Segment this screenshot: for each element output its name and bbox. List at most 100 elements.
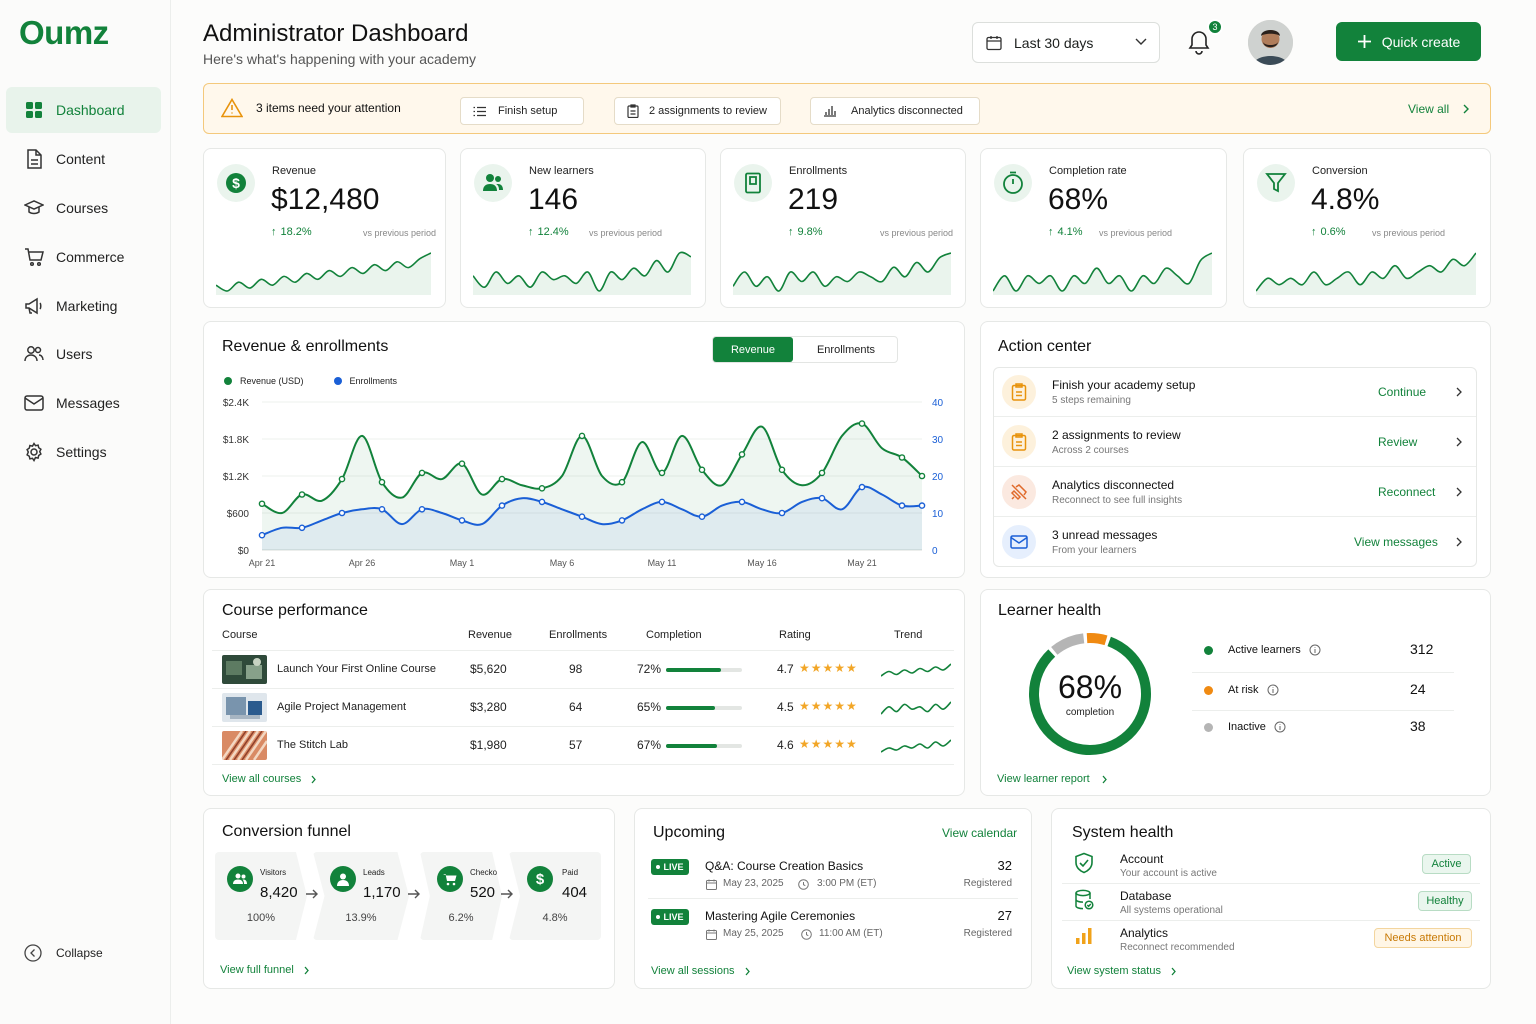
data-point[interactable] xyxy=(458,517,466,524)
quick-create-button[interactable]: Quick create xyxy=(1336,22,1481,61)
data-point[interactable] xyxy=(298,491,306,498)
data-point[interactable] xyxy=(338,509,346,517)
col-header-rating[interactable]: Rating xyxy=(779,629,811,641)
data-point[interactable] xyxy=(418,469,426,477)
data-point[interactable] xyxy=(858,420,866,427)
table-row[interactable]: Launch Your First Online Course $5,620 98 7… xyxy=(212,654,954,690)
session-title[interactable]: Mastering Agile Ceremonies xyxy=(705,909,856,923)
data-point[interactable] xyxy=(298,524,306,532)
info-icon[interactable] xyxy=(1274,721,1286,733)
sidebar-item-content[interactable]: Content xyxy=(6,136,161,182)
chip-analytics[interactable]: Analytics disconnected xyxy=(810,97,980,125)
donut-segment[interactable] xyxy=(1051,633,1085,655)
kpi-card[interactable]: Completion rate 68% ↑ 4.1% vs previous perio… xyxy=(980,148,1227,308)
course-name[interactable]: Agile Project Management xyxy=(277,701,407,713)
data-point[interactable] xyxy=(338,475,346,483)
data-point[interactable] xyxy=(658,469,666,477)
data-point[interactable] xyxy=(698,513,706,520)
data-point[interactable] xyxy=(378,478,386,486)
view-full-funnel-link[interactable]: View full funnel xyxy=(220,964,309,976)
data-point[interactable] xyxy=(778,466,786,474)
data-point[interactable] xyxy=(858,483,866,491)
data-point[interactable] xyxy=(618,517,626,524)
kpi-card[interactable]: Enrollments 219 ↑ 9.8% vs previous period xyxy=(720,148,966,308)
action-item[interactable]: Analytics disconnected Reconnect to see f… xyxy=(994,467,1476,517)
system-health-row[interactable]: Database All systems operational Healthy xyxy=(1062,885,1480,921)
view-calendar-link[interactable]: View calendar xyxy=(942,826,1018,840)
session-title[interactable]: Q&A: Course Creation Basics xyxy=(705,859,864,873)
kpi-card[interactable]: Conversion 4.8% ↑ 0.6% vs previous period xyxy=(1243,148,1491,308)
date-range-select[interactable]: Last 30 days xyxy=(972,22,1160,63)
action-link[interactable]: Reconnect xyxy=(1378,485,1436,499)
donut-segment[interactable] xyxy=(1029,636,1151,755)
data-point[interactable] xyxy=(258,500,266,508)
col-header-revenue[interactable]: Revenue xyxy=(468,629,513,641)
data-point[interactable] xyxy=(498,475,506,483)
sidebar-item-users[interactable]: Users xyxy=(6,331,161,377)
data-point[interactable] xyxy=(418,505,426,513)
data-point[interactable] xyxy=(818,494,826,502)
sidebar-item-messages[interactable]: Messages xyxy=(6,380,161,426)
session-item[interactable]: LIVE Mastering Agile Ceremonies May 25, 20… xyxy=(648,905,1018,947)
action-item[interactable]: Finish your academy setup 5 steps remaini… xyxy=(994,367,1476,417)
data-point[interactable] xyxy=(498,502,506,509)
data-point[interactable] xyxy=(538,498,546,506)
funnel-step[interactable]: Checkout 520 6.2% xyxy=(420,852,502,940)
funnel-step[interactable]: Visitors 8,420 100% xyxy=(215,852,307,940)
col-header-course[interactable]: Course xyxy=(222,629,258,641)
data-point[interactable] xyxy=(378,505,386,513)
sidebar-item-marketing[interactable]: Marketing xyxy=(6,283,161,329)
table-row[interactable]: The Stitch Lab $1,980 57 67% 4.6 ★★★★★ xyxy=(212,730,954,766)
course-name[interactable]: The Stitch Lab xyxy=(277,739,348,751)
data-point[interactable] xyxy=(458,460,466,467)
sidebar-item-settings[interactable]: Settings xyxy=(6,429,161,475)
sidebar-item-dashboard[interactable]: Dashboard xyxy=(6,87,161,133)
toggle-enrollments[interactable]: Enrollments xyxy=(816,343,876,356)
data-point[interactable] xyxy=(818,469,826,477)
data-point[interactable] xyxy=(618,478,626,486)
col-header-completion[interactable]: Completion xyxy=(646,629,702,641)
data-point[interactable] xyxy=(778,509,786,517)
table-row[interactable]: Agile Project Management $3,280 64 65% 4.5 ★★… xyxy=(212,692,954,728)
data-point[interactable] xyxy=(698,466,706,474)
data-point[interactable] xyxy=(918,472,926,480)
info-icon[interactable] xyxy=(1309,644,1321,656)
kpi-card[interactable]: New learners 146 ↑ 12.4% vs previous period xyxy=(460,148,706,308)
action-link[interactable]: Review xyxy=(1378,435,1418,449)
funnel-step[interactable]: $ Paid 404 4.8% xyxy=(509,852,601,940)
kpi-card[interactable]: $ Revenue $12,480 ↑ 18.2% vs previous period xyxy=(203,148,446,308)
data-point[interactable] xyxy=(738,498,746,506)
donut-segment[interactable] xyxy=(1086,633,1108,646)
session-item[interactable]: LIVE Q&A: Course Creation Basics May 23, 2… xyxy=(648,855,1018,897)
view-system-status-link[interactable]: View system status xyxy=(1067,965,1176,977)
avatar[interactable] xyxy=(1248,20,1293,65)
action-item[interactable]: 3 unread messages From your learners View … xyxy=(994,517,1476,567)
data-point[interactable] xyxy=(898,502,906,509)
logo[interactable]: Oumz xyxy=(19,14,109,51)
data-point[interactable] xyxy=(898,454,906,461)
view-all-sessions-link[interactable]: View all sessions xyxy=(651,965,750,977)
action-item[interactable]: 2 assignments to review Across 2 courses R… xyxy=(994,417,1476,467)
system-health-row[interactable]: Analytics Reconnect recommended Needs atte… xyxy=(1062,922,1480,958)
action-link[interactable]: View messages xyxy=(1354,535,1438,549)
data-point[interactable] xyxy=(658,498,666,506)
chip-assignments[interactable]: 2 assignments to review xyxy=(614,97,781,125)
data-point[interactable] xyxy=(578,513,586,520)
info-icon[interactable] xyxy=(1267,684,1279,696)
view-all-alerts-link[interactable]: View all xyxy=(1408,102,1470,116)
funnel-step[interactable]: Leads 1,170 13.9% xyxy=(313,852,409,940)
system-health-row[interactable]: Account Your account is active Active xyxy=(1062,848,1480,884)
collapse-button[interactable]: Collapse xyxy=(24,944,103,962)
data-point[interactable] xyxy=(918,502,926,509)
sidebar-item-commerce[interactable]: Commerce xyxy=(6,234,161,280)
action-link[interactable]: Continue xyxy=(1378,385,1427,399)
sidebar-item-courses[interactable]: Courses xyxy=(6,185,161,231)
toggle-revenue[interactable]: Revenue xyxy=(713,337,793,362)
notifications-button[interactable]: 3 xyxy=(1186,19,1223,56)
chip-finish-setup[interactable]: Finish setup xyxy=(460,97,584,125)
data-point[interactable] xyxy=(258,531,266,539)
data-point[interactable] xyxy=(578,432,586,440)
view-learner-report-link[interactable]: View learner report xyxy=(997,773,1107,785)
data-point[interactable] xyxy=(538,485,546,492)
data-point[interactable] xyxy=(738,451,746,458)
